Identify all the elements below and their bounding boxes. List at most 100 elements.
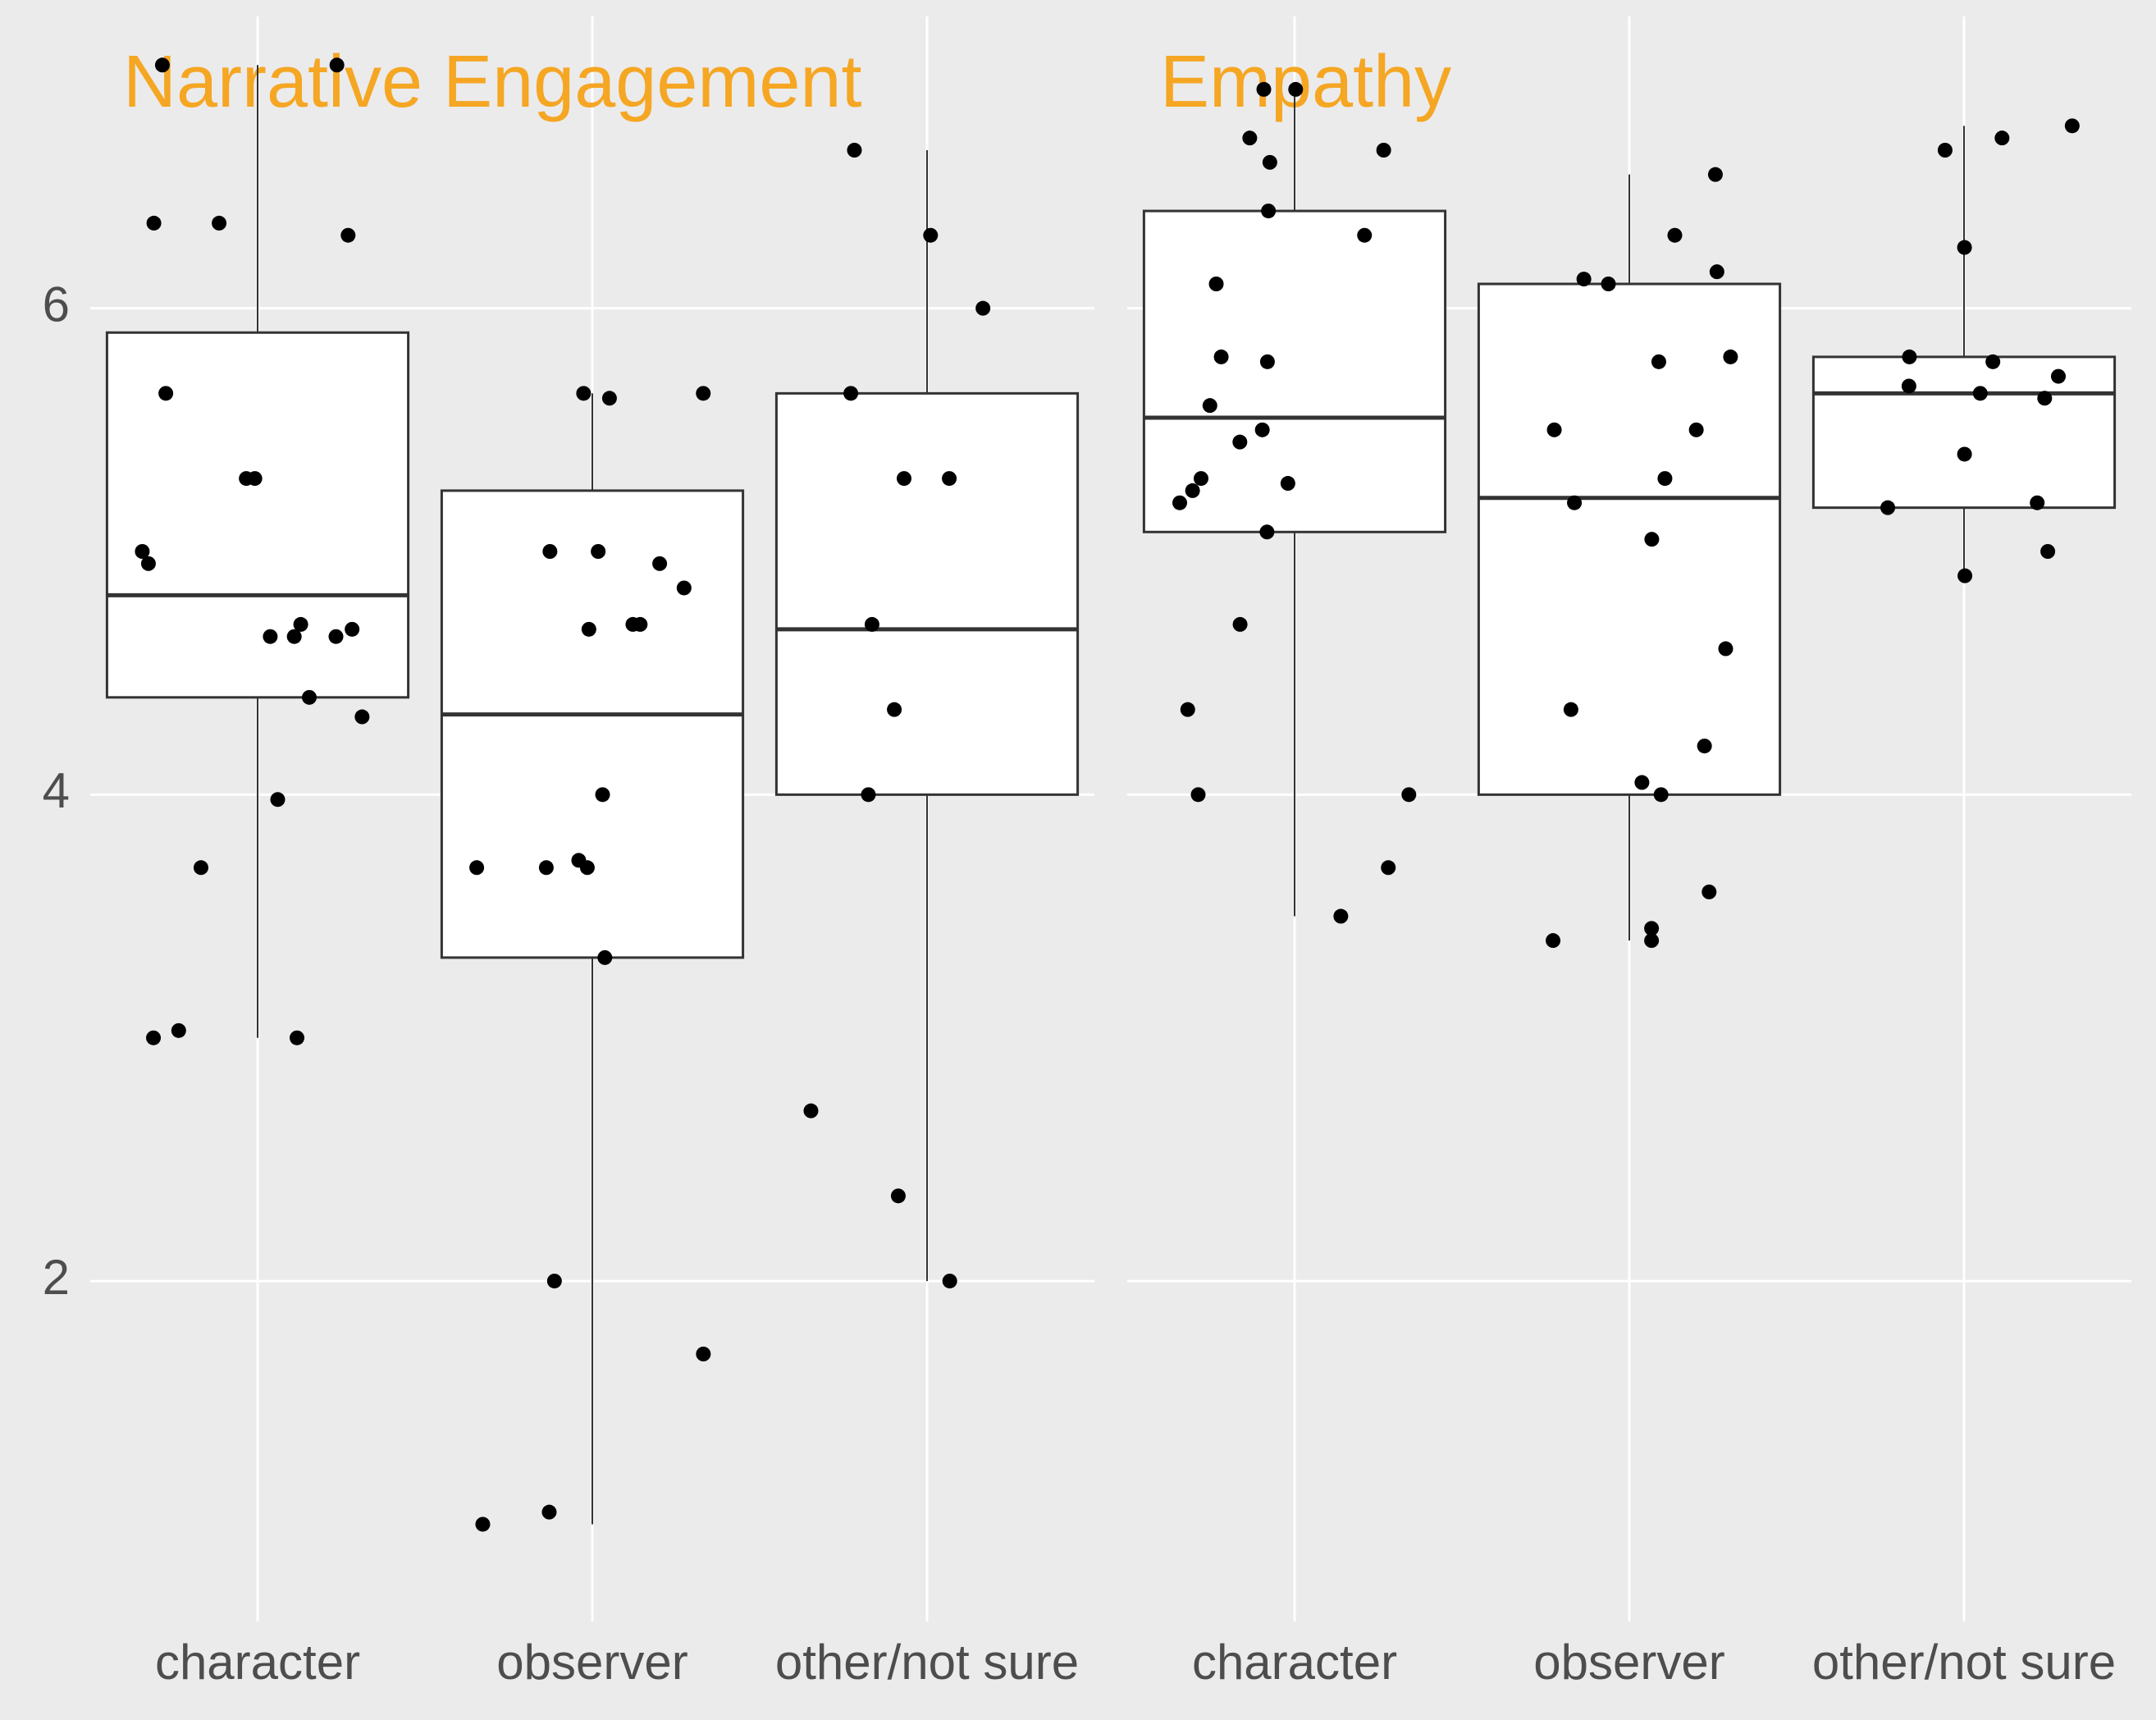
data-point (677, 580, 692, 595)
data-point (1723, 350, 1738, 364)
boxplot-chart: 246Narrative Engagementcharacterobserver… (0, 0, 2156, 1720)
data-point (1697, 739, 1712, 753)
data-point (1547, 423, 1562, 437)
facet-panel: Narrative Engagementcharacterobserveroth… (90, 16, 1094, 1690)
data-point (580, 860, 595, 875)
data-point (171, 1023, 186, 1038)
data-point (2065, 118, 2080, 133)
data-point (943, 1274, 957, 1288)
data-point (1377, 143, 1391, 158)
data-point (975, 301, 990, 316)
data-point (1689, 423, 1704, 437)
data-point (475, 1516, 490, 1531)
data-point (1261, 204, 1276, 218)
data-point (602, 391, 617, 405)
data-point (194, 860, 208, 875)
data-point (1567, 496, 1582, 510)
x-tick-label: observer (496, 1635, 687, 1690)
data-point (923, 228, 938, 243)
x-tick-label: other/not sure (1812, 1635, 2116, 1690)
data-point (1957, 240, 1972, 255)
data-point (294, 617, 308, 632)
data-point (1381, 860, 1395, 875)
data-point (1702, 885, 1716, 899)
data-point (469, 860, 484, 875)
y-tick-label: 6 (43, 277, 70, 332)
y-tick-label: 2 (43, 1250, 70, 1305)
facet-title: Narrative Engagement (123, 41, 861, 123)
data-point (696, 1347, 710, 1361)
data-point (597, 950, 612, 965)
data-point (2040, 544, 2055, 559)
data-point (1651, 355, 1666, 369)
data-point (1994, 130, 2009, 145)
data-point (1644, 532, 1659, 547)
data-point (942, 471, 957, 486)
x-tick-label: observer (1533, 1635, 1724, 1690)
data-point (1957, 569, 1972, 583)
data-point (897, 471, 911, 486)
data-point (1203, 398, 1217, 413)
data-point (1902, 350, 1916, 364)
data-point (345, 622, 359, 637)
data-point (141, 556, 156, 571)
data-point (1902, 378, 1916, 393)
data-point (212, 216, 226, 231)
data-point (2030, 496, 2044, 510)
data-point (541, 1505, 556, 1520)
data-point (596, 787, 610, 802)
data-point (1546, 933, 1560, 948)
data-point (547, 1274, 562, 1288)
data-point (1667, 228, 1682, 243)
data-point (1181, 702, 1195, 717)
data-point (1577, 272, 1592, 286)
data-point (1654, 787, 1669, 802)
facet-panel: Empathycharacterobserverother/not sure (1127, 16, 2131, 1690)
data-point (576, 386, 591, 400)
data-point (1194, 471, 1208, 486)
data-point (625, 617, 640, 632)
data-point (1263, 155, 1277, 170)
data-point (847, 143, 861, 158)
facet-title: Empathy (1160, 41, 1451, 123)
data-point (582, 622, 596, 637)
data-point (329, 629, 344, 644)
data-point (1255, 423, 1270, 437)
data-point (1185, 483, 1200, 498)
data-point (340, 228, 355, 243)
data-point (861, 787, 875, 802)
data-point (146, 1031, 161, 1045)
data-point (1259, 524, 1274, 539)
data-point (1657, 471, 1672, 486)
data-point (1708, 167, 1723, 182)
data-point (1233, 617, 1248, 632)
data-point (1938, 143, 1953, 158)
data-point (290, 1031, 304, 1045)
data-point (1214, 350, 1229, 364)
data-point (147, 216, 162, 231)
data-point (1880, 501, 1895, 515)
data-point (354, 710, 369, 725)
data-point (1191, 787, 1206, 802)
data-point (1601, 277, 1616, 291)
data-point (2037, 391, 2052, 405)
data-point (1232, 435, 1247, 450)
data-point (652, 556, 667, 571)
x-tick-label: character (155, 1635, 360, 1690)
data-point (1209, 277, 1224, 291)
data-point (891, 1188, 906, 1203)
data-point (1634, 775, 1649, 790)
data-point (1564, 702, 1578, 717)
data-point (696, 386, 710, 400)
data-point (865, 617, 879, 632)
data-point (263, 629, 277, 644)
data-point (1710, 264, 1724, 279)
data-point (843, 386, 858, 400)
data-point (158, 386, 173, 400)
data-point (1357, 228, 1372, 243)
data-point (1973, 386, 1988, 400)
data-point (539, 860, 554, 875)
data-point (591, 544, 605, 559)
data-point (271, 792, 285, 807)
data-point (1242, 130, 1257, 145)
